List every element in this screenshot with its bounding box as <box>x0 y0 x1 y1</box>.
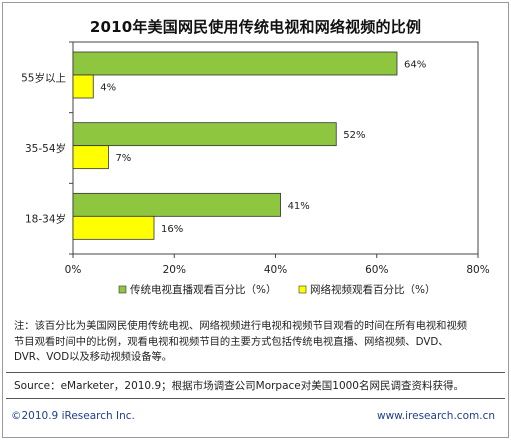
divider <box>6 372 505 373</box>
plot-area: 0% 20% 40% 60% 80% 55岁以上 64% 4% 35-54岁 52% 7% 18-34… <box>21 41 490 276</box>
note-line: 节目观看时间中的比例，观看电视和视频节目的主要方式包括传统电视直播、网络视频、D… <box>14 335 449 348</box>
legend-label: 传统电视直播观看百分比（%） <box>130 283 276 296</box>
chart-title: 2010年美国网民使用传统电视和网络视频的比例 <box>89 18 422 36</box>
copyright-text: ©2010.9 iResearch Inc. <box>11 410 135 422</box>
bar-value-label: 64% <box>404 60 426 71</box>
category-label: 35-54岁 <box>25 142 66 155</box>
legend: 传统电视直播观看百分比（%） 网络视频观看百分比（%） <box>118 283 435 296</box>
x-tick-label: 40% <box>264 264 287 276</box>
bar <box>72 51 398 76</box>
legend-swatch <box>298 285 307 294</box>
bar-value-label: 52% <box>343 130 365 141</box>
x-tick-label: 60% <box>365 264 388 276</box>
website-link[interactable]: www.iresearch.com.cn <box>376 410 495 422</box>
bar-value-label: 16% <box>161 224 183 235</box>
x-tick-label: 20% <box>163 264 186 276</box>
bar-value-label: 41% <box>288 201 310 212</box>
bar <box>72 74 94 99</box>
bar-value-label: 4% <box>100 83 116 94</box>
legend-swatch <box>118 285 127 294</box>
bar-value-label: 7% <box>115 153 131 164</box>
x-tick-label: 0% <box>65 264 82 276</box>
note-line: DVR、VOD以及移动视频设备等。 <box>14 351 173 363</box>
category-label: 55岁以上 <box>21 71 66 84</box>
legend-label: 网络视频观看百分比（%） <box>310 283 435 296</box>
divider <box>6 398 505 399</box>
bar <box>72 192 281 217</box>
source-text: Source：eMarketer，2010.9；根据市场调查公司Morpace对… <box>14 380 464 392</box>
bar <box>72 122 337 147</box>
note-line: 注：该百分比为美国网民使用传统电视、网络视频进行电视和视频节目观看的时间在所有电… <box>14 320 468 332</box>
bar <box>72 145 109 170</box>
bar <box>72 215 155 240</box>
x-tick-label: 80% <box>466 264 489 276</box>
category-label: 18-34岁 <box>25 213 66 226</box>
chart-note: 注：该百分比为美国网民使用传统电视、网络视频进行电视和视频节目观看的时间在所有电… <box>14 319 500 366</box>
